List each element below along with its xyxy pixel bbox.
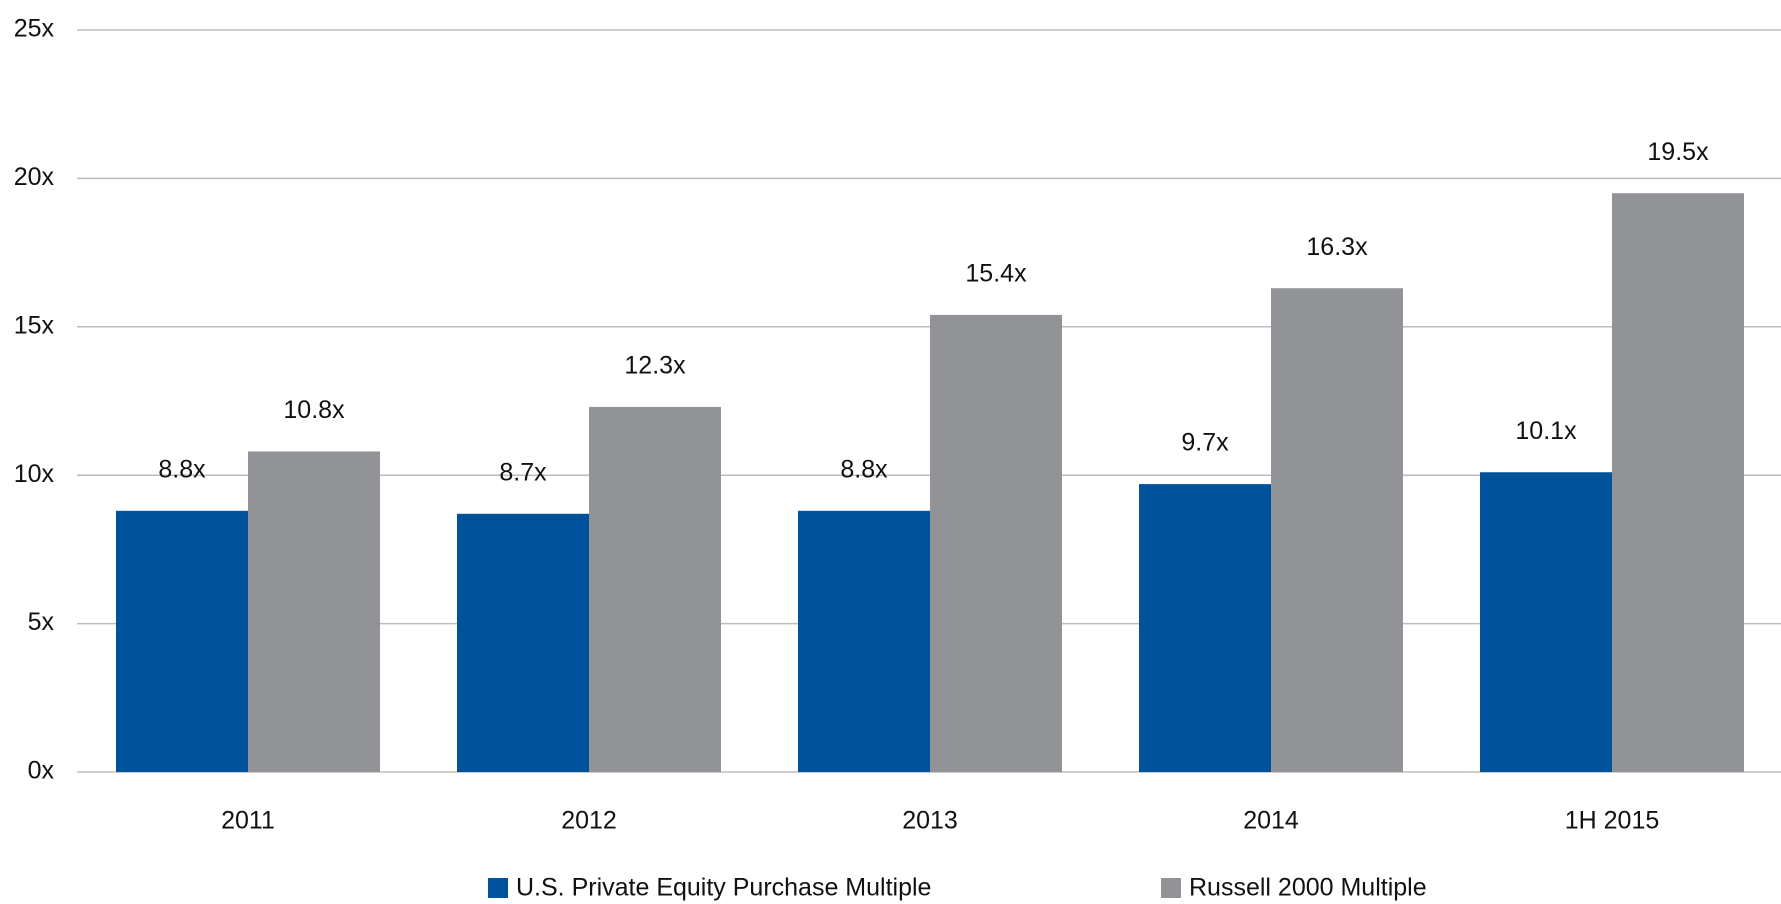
value-label: 10.1x xyxy=(1515,417,1577,445)
bar xyxy=(798,510,930,772)
x-tick-label: 2011 xyxy=(221,807,275,835)
legend-swatch xyxy=(488,878,508,898)
bar xyxy=(1271,288,1403,772)
y-tick-label: 15x xyxy=(14,311,55,339)
legend-swatch xyxy=(1161,878,1181,898)
bar xyxy=(457,513,589,772)
value-label: 9.7x xyxy=(1181,429,1229,457)
value-label: 8.8x xyxy=(158,455,206,483)
value-label: 12.3x xyxy=(624,352,686,380)
bar xyxy=(1480,472,1612,772)
x-tick-label: 1H 2015 xyxy=(1565,807,1660,835)
value-label: 15.4x xyxy=(965,260,1027,288)
value-label: 19.5x xyxy=(1647,138,1709,166)
y-tick-label: 20x xyxy=(14,163,55,191)
y-tick-label: 0x xyxy=(28,757,55,785)
y-tick-label: 10x xyxy=(14,460,55,488)
legend-label: Russell 2000 Multiple xyxy=(1189,874,1427,902)
y-tick-label: 5x xyxy=(28,608,55,636)
value-label: 16.3x xyxy=(1306,233,1368,261)
value-label: 8.7x xyxy=(499,458,547,486)
bar xyxy=(589,406,721,772)
y-tick-label: 25x xyxy=(14,15,55,43)
legend-label: U.S. Private Equity Purchase Multiple xyxy=(516,874,931,902)
bar xyxy=(930,314,1062,772)
bar xyxy=(116,510,248,772)
bar xyxy=(248,451,380,772)
x-tick-label: 2013 xyxy=(902,807,958,835)
x-tick-label: 2014 xyxy=(1243,807,1299,835)
x-tick-label: 2012 xyxy=(561,807,617,835)
value-label: 10.8x xyxy=(283,396,345,424)
bar xyxy=(1139,484,1271,772)
value-label: 8.8x xyxy=(840,455,888,483)
bar xyxy=(1612,193,1744,773)
